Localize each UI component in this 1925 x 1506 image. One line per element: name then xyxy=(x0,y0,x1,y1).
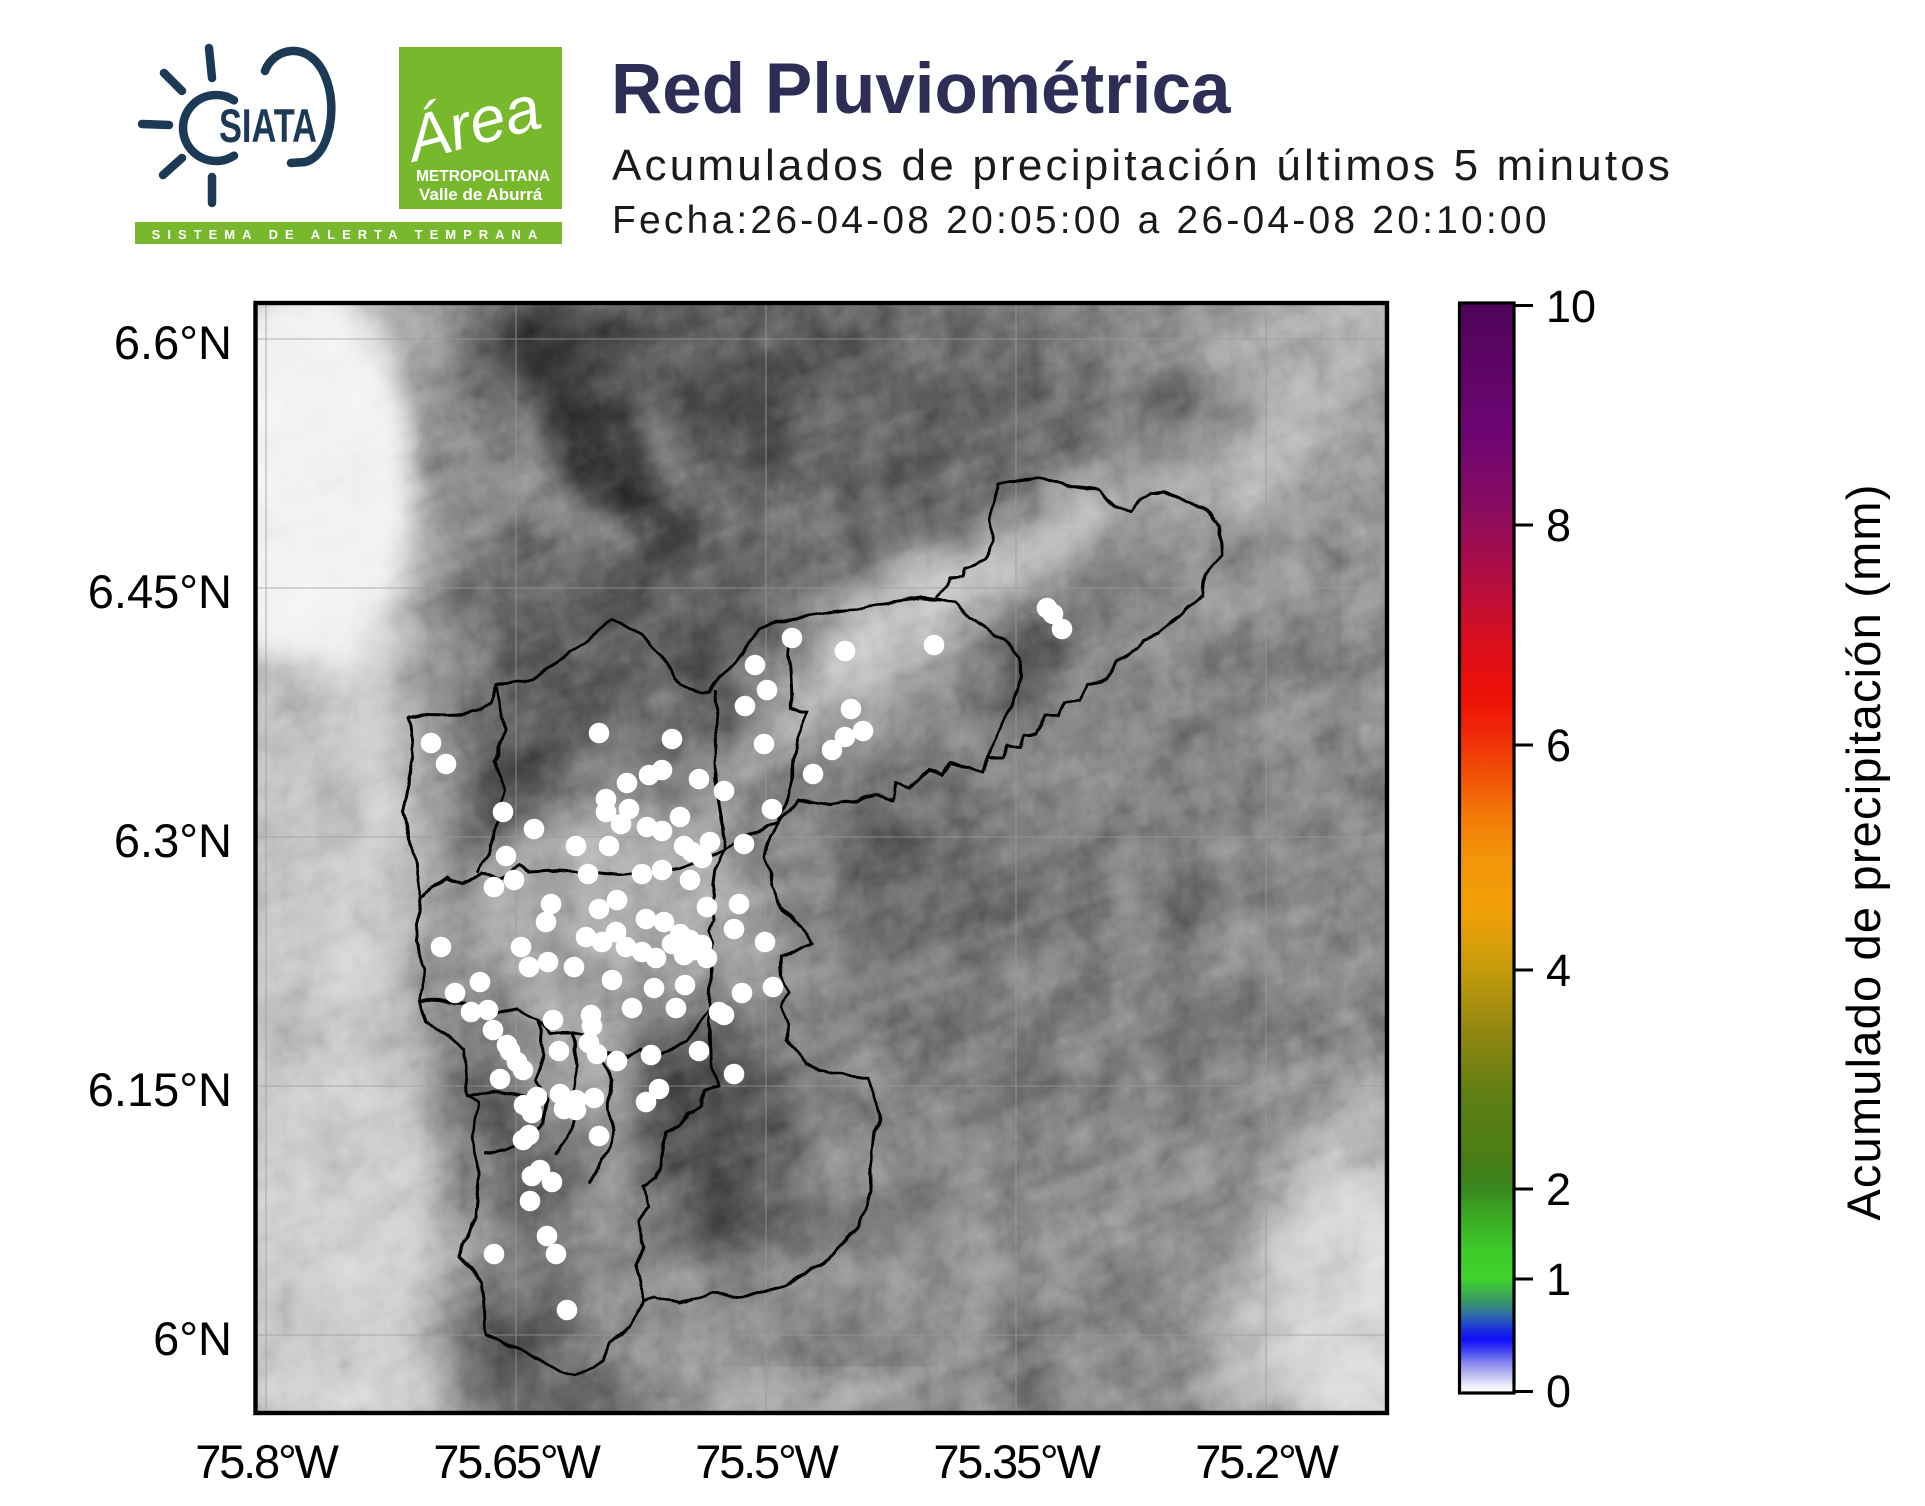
svg-text:METROPOLITANA: METROPOLITANA xyxy=(416,168,550,185)
svg-text:Acumulado de precipitación (mm: Acumulado de precipitación (mm) xyxy=(1837,483,1890,1220)
svg-text:Valle de Aburrá: Valle de Aburrá xyxy=(419,185,543,204)
svg-text:6.45°N: 6.45°N xyxy=(88,565,232,618)
svg-text:75.2°W: 75.2°W xyxy=(1195,1435,1339,1488)
svg-text:1: 1 xyxy=(1546,1254,1571,1305)
svg-text:8: 8 xyxy=(1546,500,1571,551)
svg-text:75.5°W: 75.5°W xyxy=(695,1435,839,1488)
svg-text:Red Pluviométrica: Red Pluviométrica xyxy=(611,50,1231,129)
svg-text:Fecha:26-04-08 20:05:00 a 26-0: Fecha:26-04-08 20:05:00 a 26-04-08 20:10… xyxy=(612,199,1550,242)
svg-text:6°N: 6°N xyxy=(153,1312,232,1365)
svg-text:SIATA: SIATA xyxy=(219,99,317,152)
svg-text:Acumulados de precipitación úl: Acumulados de precipitación últimos 5 mi… xyxy=(612,141,1673,190)
svg-text:6.15°N: 6.15°N xyxy=(88,1063,232,1116)
svg-text:6.6°N: 6.6°N xyxy=(114,316,232,369)
svg-text:10: 10 xyxy=(1546,281,1596,332)
svg-text:75.35°W: 75.35°W xyxy=(933,1435,1101,1488)
svg-text:6: 6 xyxy=(1546,720,1571,771)
svg-text:0: 0 xyxy=(1546,1366,1571,1417)
svg-text:6.3°N: 6.3°N xyxy=(114,814,232,867)
svg-text:75.65°W: 75.65°W xyxy=(433,1435,601,1488)
svg-text:75.8°W: 75.8°W xyxy=(195,1435,339,1488)
svg-text:SISTEMA DE ALERTA TEMPRANA: SISTEMA DE ALERTA TEMPRANA xyxy=(152,227,545,242)
svg-text:2: 2 xyxy=(1546,1164,1571,1215)
svg-text:4: 4 xyxy=(1546,945,1571,996)
